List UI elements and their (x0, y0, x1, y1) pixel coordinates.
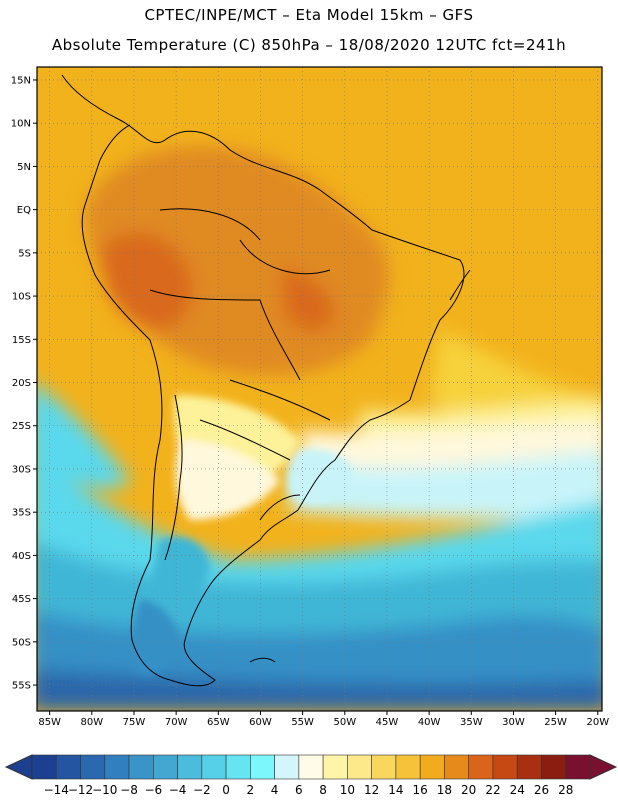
colorbar-swatch (250, 754, 275, 780)
lat-label: 5N (17, 162, 31, 173)
colorbar-label: 8 (319, 783, 327, 797)
lat-label: 50S (12, 637, 31, 648)
temperature-field (37, 67, 602, 711)
lat-label: 35S (12, 508, 31, 519)
map-title-line1: CPTEC/INPE/MCT – Eta Model 15km – GFS (144, 6, 474, 24)
lat-label: 45S (12, 594, 31, 605)
colorbar: −14−12−10 −8 −6 −4 −2 0 2 4 6 8 10 12 14 16 18 20 22 24 26… (4, 754, 618, 797)
colorbar-swatch (444, 754, 469, 780)
colorbar-swatch (177, 754, 203, 780)
colorbar-label: 6 (295, 783, 303, 797)
colorbar-swatch (31, 754, 57, 780)
lon-label: 60W (249, 717, 272, 728)
colorbar-swatch (274, 754, 300, 780)
colorbar-swatch (419, 754, 445, 780)
colorbar-label: 0 (222, 783, 230, 797)
lon-label: 40W (418, 717, 441, 728)
lat-label: 30S (12, 464, 31, 475)
colorbar-label: 16 (413, 783, 428, 797)
map-frame (36, 66, 603, 712)
lat-label: EQ (17, 205, 31, 216)
lon-label: 55W (291, 717, 314, 728)
colorbar-swatch (104, 754, 130, 780)
lon-label: 80W (81, 717, 104, 728)
lon-label: 85W (38, 717, 61, 728)
colorbar-label: 12 (364, 783, 379, 797)
colorbar-swatch (298, 754, 324, 780)
colorbar-right-arrow (589, 754, 618, 780)
lat-label: 25S (12, 421, 31, 432)
colorbar-swatch (153, 754, 178, 780)
colorbar-swatch (395, 754, 421, 780)
colorbar-label: −6 (144, 783, 162, 797)
colorbar-label: 14 (388, 783, 403, 797)
latitude-labels: 15N 10N 5N EQ 5S 10S 15S 20S 25S 30S 35S 40S 45S 50S 5… (11, 75, 37, 692)
lon-label: 45W (376, 717, 399, 728)
coastline (61, 74, 471, 687)
colorbar-left-arrow (4, 754, 33, 780)
colorbar-label: 24 (510, 783, 525, 797)
longitude-labels: 85W 80W 75W 70W 65W 60W 55W 50W 45W 40W 35W 30W 25W 2… (38, 711, 609, 728)
colorbar-label: −8 (120, 783, 138, 797)
lat-label: 55S (12, 681, 31, 692)
lon-label: 75W (123, 717, 146, 728)
colorbar-label: −14 (44, 783, 69, 797)
lon-label: 70W (165, 717, 188, 728)
colorbar-swatch (468, 754, 494, 780)
lon-label: 65W (207, 717, 230, 728)
colorbar-swatch (541, 754, 567, 780)
colorbar-label: 28 (558, 783, 573, 797)
colorbar-swatch (347, 754, 372, 780)
map-title-line2: Absolute Temperature (C) 850hPa – 18/08/… (51, 36, 567, 54)
lat-label: 5S (18, 248, 31, 259)
colorbar-label: 26 (534, 783, 549, 797)
colorbar-label: −2 (193, 783, 211, 797)
lat-label: 20S (12, 378, 31, 389)
colorbar-label: 4 (271, 783, 279, 797)
colorbar-label: 22 (485, 783, 500, 797)
colorbar-swatch (128, 754, 154, 780)
colorbar-swatch (516, 754, 542, 780)
lon-label: 30W (502, 717, 525, 728)
lat-label: 10S (12, 292, 31, 303)
graticule (37, 67, 602, 711)
colorbar-swatch (55, 754, 81, 780)
colorbar-label: −12 (68, 783, 93, 797)
lon-label: 35W (460, 717, 483, 728)
lon-label: 25W (544, 717, 567, 728)
lon-label: 20W (586, 717, 609, 728)
colorbar-label: 10 (340, 783, 355, 797)
colorbar-swatch (322, 754, 348, 780)
colorbar-swatch (565, 754, 591, 780)
colorbar-label: −10 (92, 783, 117, 797)
colorbar-label: 18 (437, 783, 452, 797)
lat-label: 15S (12, 335, 31, 346)
colorbar-swatch (201, 754, 227, 780)
colorbar-label: 2 (247, 783, 255, 797)
lat-label: 10N (11, 119, 31, 130)
colorbar-swatch (80, 754, 106, 780)
colorbar-swatch (492, 754, 518, 780)
lat-label: 15N (11, 75, 31, 86)
colorbar-label: 20 (461, 783, 476, 797)
colorbar-label: −4 (169, 783, 187, 797)
colorbar-swatch (225, 754, 251, 780)
lat-label: 40S (12, 551, 31, 562)
colorbar-swatch (371, 754, 397, 780)
lon-label: 50W (333, 717, 356, 728)
